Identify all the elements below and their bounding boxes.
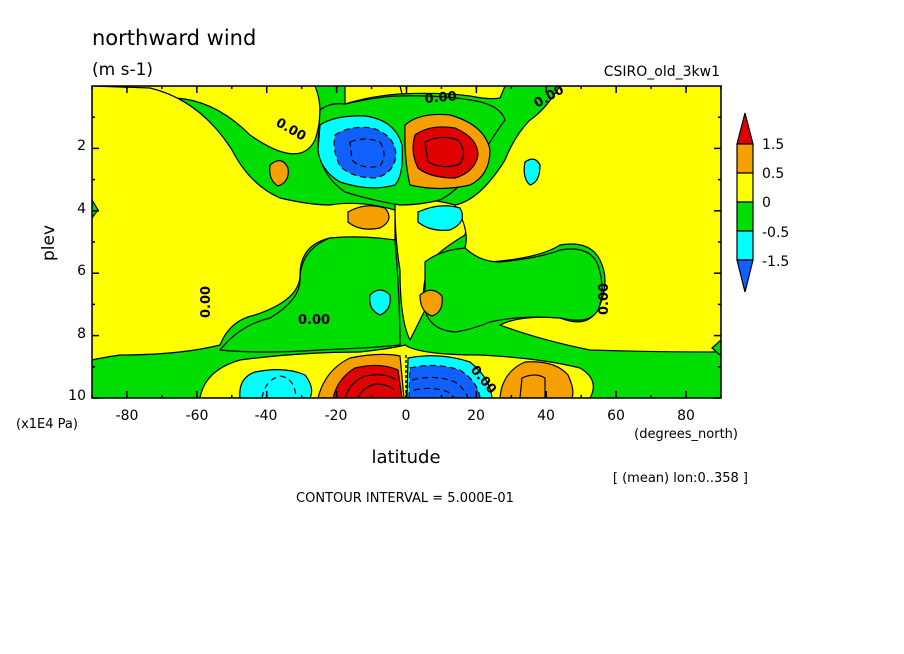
contour-label: 0.00 — [424, 89, 457, 107]
colorbar — [736, 112, 754, 293]
upper-positive-contour — [424, 136, 465, 168]
colorbar-label: 1.5 — [762, 137, 784, 153]
lower-negative-blue — [408, 364, 481, 398]
x-tick-label: 80 — [677, 408, 695, 424]
y-axis-label: plev — [39, 225, 59, 261]
x-tick-labels: -80 -60 -40 -20 0 20 40 60 80 — [116, 408, 695, 424]
colorbar-swatch-orange — [736, 143, 754, 174]
orange-blob-lower — [419, 289, 443, 317]
x-tick-label: 20 — [467, 408, 485, 424]
cyan-blob-lower — [369, 289, 391, 316]
x-tick-label: 0 — [402, 408, 411, 424]
colorbar-label: -0.5 — [762, 225, 789, 241]
colorbar-swatch-blue — [736, 259, 754, 293]
colorbar-swatch-yellow — [736, 172, 754, 203]
lower-positive-red — [332, 364, 403, 398]
y-tick-label: 6 — [77, 263, 86, 279]
lower-positive-contour-right — [519, 374, 546, 398]
colorbar-swatch-cyan — [736, 230, 754, 261]
cyan-blob-mid — [417, 205, 463, 231]
contour-label: 0.00 — [298, 313, 330, 328]
x-axis-label: latitude — [371, 447, 440, 468]
y-tick-label: 8 — [77, 326, 86, 342]
averaging-note: [ (mean) lon:0..358 ] — [613, 471, 748, 486]
lower-negative-cyan-left — [239, 369, 313, 398]
lower-positive-contour-b — [357, 383, 395, 398]
yellow-region-right — [454, 86, 721, 353]
lower-positive-contour-a — [344, 374, 397, 398]
orange-blob-mid — [347, 205, 390, 230]
cyan-blob-right — [523, 158, 541, 186]
lower-negative-contour-left — [261, 375, 297, 398]
chart-title: northward wind — [92, 26, 256, 50]
x-axis-units: (degrees_north) — [634, 427, 738, 442]
lower-positive-orange-right — [499, 361, 574, 398]
y-axis-units: (x1E4 Pa) — [16, 417, 78, 432]
chart-units: (m s-1) — [92, 60, 153, 80]
x-tick-label: -20 — [325, 408, 348, 424]
contour-label: 0.00 — [597, 283, 612, 315]
top-centre-contour — [399, 86, 403, 95]
axis-ticks — [91, 86, 722, 399]
x-tick-label: 40 — [537, 408, 555, 424]
orange-blob-left — [269, 160, 289, 187]
colorbar-labels: 1.5 0.5 0 -0.5 -1.5 — [762, 137, 789, 270]
lower-negative-contour-a — [411, 376, 469, 398]
y-tick-labels: 2 4 6 8 10 — [68, 138, 86, 404]
green-region-centre-right — [424, 247, 603, 333]
x-tick-label: 60 — [607, 408, 625, 424]
x-tick-label: -40 — [255, 408, 278, 424]
colorbar-swatch-red — [736, 112, 754, 145]
colorbar-label: 0.5 — [762, 166, 784, 182]
y-tick-label: 10 — [68, 388, 86, 404]
green-region-centre-left — [218, 236, 401, 353]
x-tick-label: -60 — [186, 408, 209, 424]
lower-negative-contour-b — [413, 387, 455, 398]
y-tick-label: 4 — [77, 201, 86, 217]
contour-field: 0.00 0.00 0.00 0.00 0.00 0.00 0.00 — [92, 86, 721, 398]
left-edge-notch — [92, 198, 99, 220]
right-edge-notch — [711, 339, 721, 357]
colorbar-label: -1.5 — [762, 254, 789, 270]
contour-interval-note: CONTOUR INTERVAL = 5.000E-01 — [296, 491, 514, 506]
yellow-region-top-centre — [344, 86, 506, 105]
y-tick-label: 2 — [77, 138, 86, 154]
colorbar-swatch-green — [736, 201, 754, 232]
x-tick-label: -80 — [116, 408, 139, 424]
upper-negative-contour — [349, 138, 385, 168]
colorbar-label: 0 — [762, 195, 771, 211]
dataset-label: CSIRO_old_3kw1 — [604, 64, 720, 80]
contour-label: 0.00 — [199, 286, 214, 318]
